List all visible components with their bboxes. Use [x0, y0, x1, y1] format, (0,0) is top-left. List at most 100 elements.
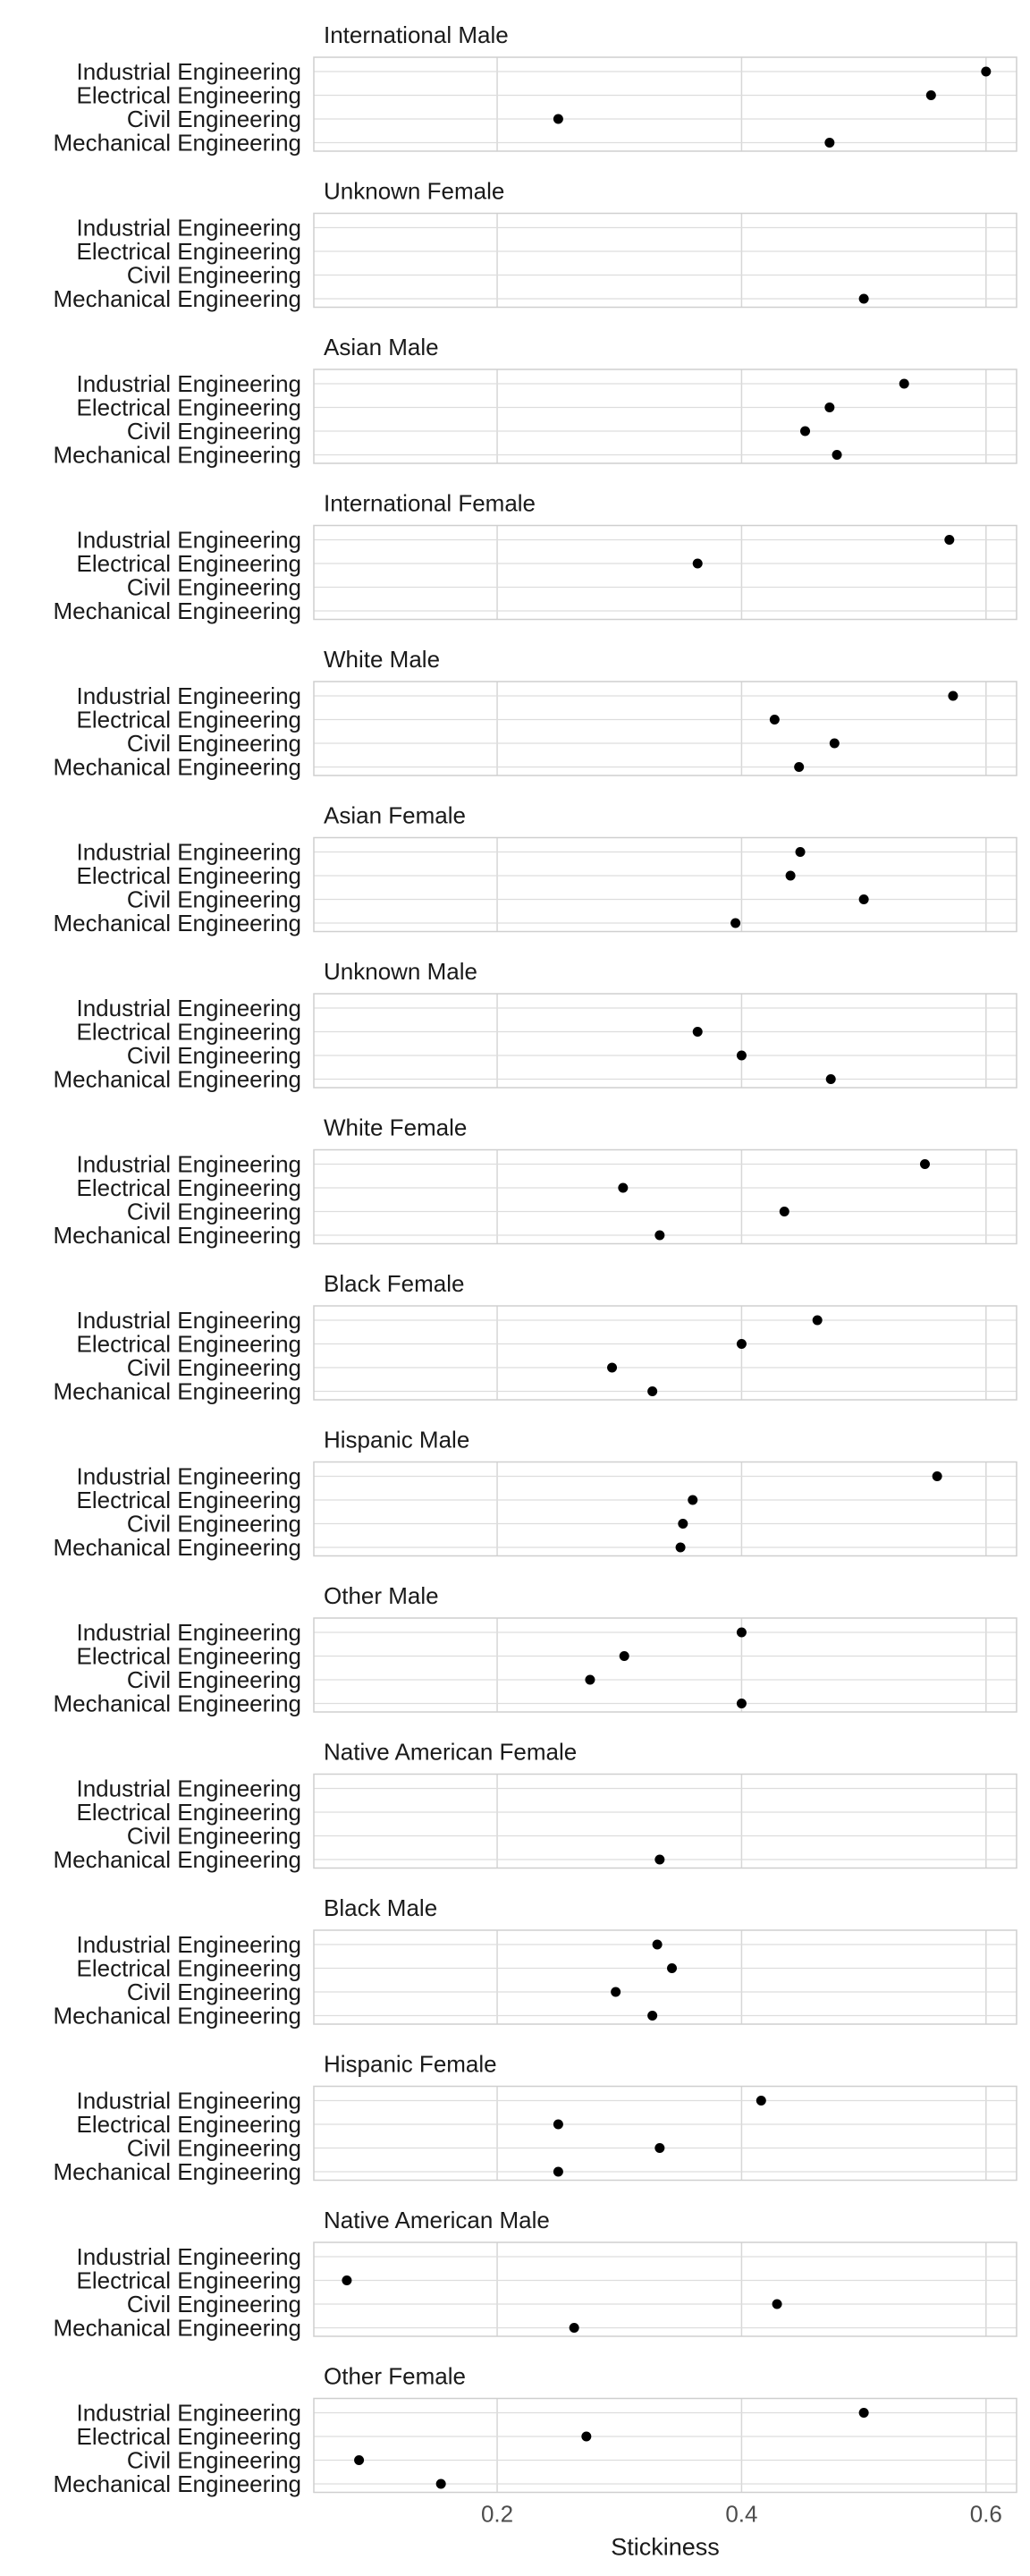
facet-title: White Male — [324, 646, 440, 673]
data-point — [435, 2479, 446, 2489]
category-label: Electrical Engineering — [77, 1174, 301, 1201]
category-label: Mechanical Engineering — [53, 1066, 301, 1093]
data-point — [553, 2166, 563, 2177]
data-point — [736, 1627, 747, 1638]
facet-panel: Native American Male Industrial Engineeri… — [53, 2207, 1017, 2342]
category-label: Industrial Engineering — [77, 527, 302, 554]
panel-border — [313, 2241, 1017, 2337]
data-point — [832, 450, 842, 460]
facet-title: Hispanic Female — [324, 2051, 497, 2078]
category-label: Civil Engineering — [127, 2135, 301, 2162]
facet-panel: White Male Industrial EngineeringElectric… — [53, 646, 1017, 781]
panel-border — [313, 2085, 1017, 2182]
category-label: Industrial Engineering — [77, 2400, 302, 2427]
category-label: Electrical Engineering — [77, 2423, 301, 2450]
category-label: Mechanical Engineering — [53, 1534, 301, 1561]
data-point — [812, 1315, 823, 1326]
x-axis-title: Stickiness — [611, 2534, 720, 2561]
data-point — [654, 1854, 665, 1865]
data-point — [736, 1699, 747, 1708]
panel-border — [313, 1148, 1017, 1245]
panel-border — [313, 1929, 1017, 2025]
category-label: Industrial Engineering — [77, 995, 302, 1021]
panel-border — [313, 369, 1017, 464]
data-point — [675, 1542, 686, 1553]
data-point — [553, 2119, 563, 2130]
facet-title: Black Male — [324, 1894, 437, 1921]
category-label: Civil Engineering — [127, 1199, 301, 1225]
facet-panel: Black Male Industrial EngineeringElectric… — [53, 1894, 1017, 2029]
data-point — [342, 2275, 352, 2285]
data-point — [825, 1074, 836, 1084]
data-point — [585, 1674, 595, 1685]
data-point — [678, 1519, 688, 1529]
category-label: Civil Engineering — [127, 262, 301, 289]
facet-title: Unknown Female — [324, 178, 504, 205]
category-label: Civil Engineering — [127, 574, 301, 601]
panel-border — [313, 1461, 1017, 1557]
facet-panel: Native American Female Industrial Enginee… — [53, 1739, 1017, 1873]
data-point — [619, 1651, 629, 1661]
category-label: Industrial Engineering — [77, 2088, 302, 2114]
facet-title: White Female — [324, 1114, 467, 1141]
data-point — [618, 1182, 629, 1193]
panel-border — [313, 681, 1017, 776]
facet-title: Native American Female — [324, 1739, 577, 1766]
panel-border — [313, 993, 1017, 1089]
data-point — [354, 2455, 365, 2465]
category-label: Electrical Engineering — [77, 2111, 301, 2138]
panel-border — [313, 1773, 1017, 1869]
category-label: Industrial Engineering — [77, 839, 302, 866]
facet-panel: Asian Male Industrial EngineeringElectric… — [53, 334, 1017, 469]
data-point — [858, 894, 869, 904]
facet-title: International Female — [324, 490, 536, 517]
panel-border — [313, 212, 1017, 309]
category-label: Mechanical Engineering — [53, 910, 301, 936]
category-label: Mechanical Engineering — [53, 130, 301, 157]
facet-title: Asian Male — [324, 334, 439, 360]
data-point — [654, 2143, 665, 2153]
facet-panel: Unknown Female Industrial EngineeringElec… — [53, 178, 1017, 312]
category-label: Civil Engineering — [127, 730, 301, 757]
data-point — [607, 1362, 618, 1373]
category-label: Electrical Engineering — [77, 550, 301, 577]
category-label: Electrical Engineering — [77, 1019, 301, 1046]
category-label: Mechanical Engineering — [53, 2003, 301, 2029]
data-point — [829, 738, 840, 749]
category-label: Civil Engineering — [127, 1979, 301, 2005]
category-label: Civil Engineering — [127, 1042, 301, 1069]
category-label: Civil Engineering — [127, 886, 301, 913]
data-point — [932, 1471, 942, 1481]
facet-panel: Hispanic Male Industrial EngineeringElect… — [53, 1427, 1017, 1561]
data-point — [925, 90, 936, 100]
category-label: Industrial Engineering — [77, 1151, 302, 1178]
data-point — [692, 558, 703, 569]
category-label: Civil Engineering — [127, 418, 301, 445]
category-label: Mechanical Engineering — [53, 1222, 301, 1249]
facet-title: Native American Male — [324, 2207, 550, 2233]
data-point — [688, 1495, 698, 1505]
facet-title: Hispanic Male — [324, 1427, 469, 1453]
panel-border — [313, 56, 1017, 152]
facet-title: Asian Female — [324, 802, 466, 829]
category-label: Mechanical Engineering — [53, 285, 301, 312]
data-point — [756, 2096, 766, 2106]
category-label: Mechanical Engineering — [53, 2158, 301, 2185]
data-point — [800, 426, 811, 436]
data-point — [736, 1050, 747, 1061]
category-label: Mechanical Engineering — [53, 1378, 301, 1405]
facet-panel: International Male Industrial Engineering… — [53, 21, 1017, 157]
category-label: Mechanical Engineering — [53, 2470, 301, 2497]
category-label: Industrial Engineering — [77, 58, 302, 85]
category-label: Civil Engineering — [127, 2447, 301, 2474]
data-point — [581, 2431, 592, 2442]
facet-title: Black Female — [324, 1270, 465, 1297]
category-label: Electrical Engineering — [77, 238, 301, 265]
category-label: Electrical Engineering — [77, 1331, 301, 1358]
data-point — [667, 1963, 678, 1973]
category-label: Industrial Engineering — [77, 2243, 302, 2270]
data-point — [769, 715, 780, 724]
data-point — [654, 1230, 665, 1241]
panel-border — [313, 1305, 1017, 1401]
